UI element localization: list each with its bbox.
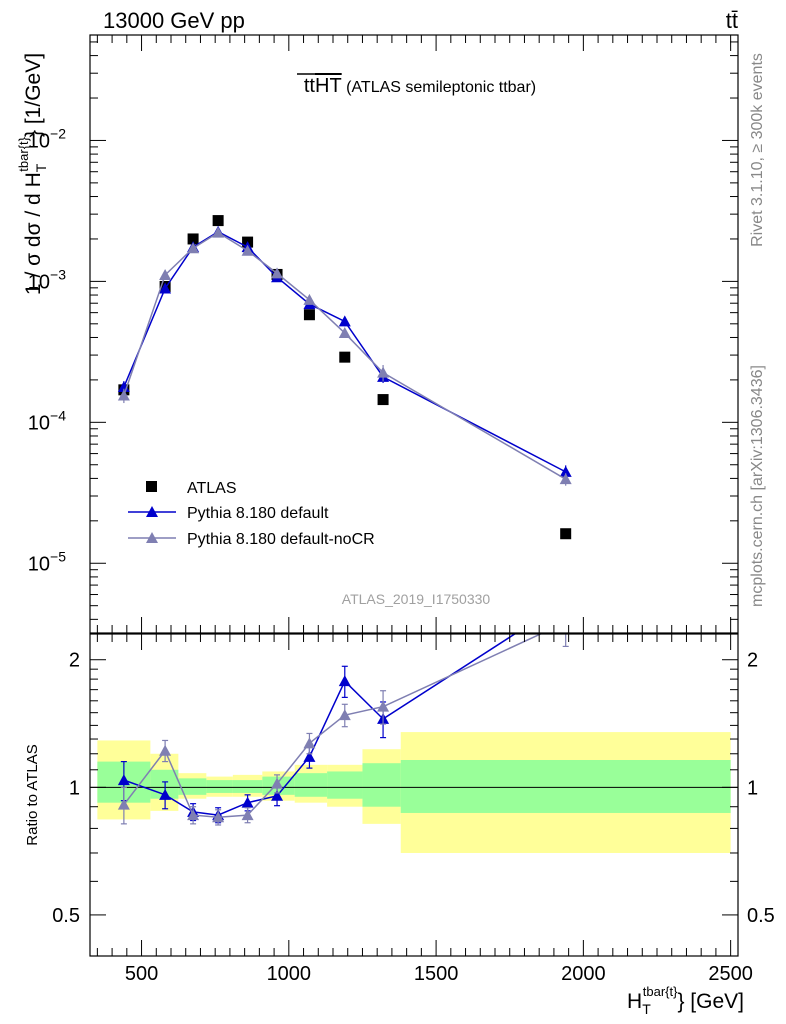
main-marker-atlas	[187, 233, 199, 245]
x-tick-label: 2000	[561, 963, 606, 985]
ratio-marker-series-1	[271, 777, 284, 789]
main-marker-series-2	[159, 268, 172, 280]
ratio-ytick-label-right: 2	[747, 650, 758, 672]
ratio-marker-series-1	[241, 809, 254, 821]
rivet-version-label: Rivet 3.1.10, ≥ 300k events	[749, 53, 766, 247]
ratio-marker-series-1	[187, 809, 200, 821]
mcplots-label: mcplots.cern.ch [arXiv:1306.3436]	[749, 365, 766, 607]
x-tick-labels: 500 1000 1500 2000 2500	[125, 963, 753, 985]
ratio-band-inner	[232, 780, 263, 793]
ratio-band-inner	[294, 773, 328, 797]
main-line-series-2	[123, 231, 567, 480]
main-marker-series-1	[159, 282, 172, 294]
process-label: tt̄	[726, 8, 738, 33]
ratio-marker-series-1	[303, 737, 316, 749]
legend-entry-atlas: ATLAS	[146, 480, 237, 497]
ratio-ytick-label-left: 2	[69, 650, 80, 672]
ratio-ytick-label-right: 1	[747, 777, 758, 799]
ratio-data-layer	[117, 595, 572, 826]
analysis-watermark: ATLAS_2019_I1750330	[342, 591, 491, 607]
main-marker-series-2	[117, 389, 130, 401]
ratio-marker-series-0	[338, 675, 351, 687]
energy-label: 13000 GeV pp	[103, 8, 245, 33]
main-ytick-label: 10−4	[28, 407, 66, 434]
main-marker-series-2	[271, 267, 284, 279]
main-marker-series-2	[559, 473, 572, 485]
main-marker-atlas	[339, 351, 351, 363]
main-ytick-label: 10−3	[28, 266, 66, 293]
main-marker-series-2	[187, 242, 200, 254]
ratio-band-inner	[362, 763, 401, 807]
legend-entry-pythia-nocr: Pythia 8.180 default-noCR	[128, 531, 375, 548]
x-tick-label: 500	[125, 963, 158, 985]
legend-entry-pythia-default: Pythia 8.180 default	[128, 505, 329, 522]
ratio-marker-series-1	[560, 616, 572, 627]
ratio-marker-series-1	[117, 798, 130, 810]
x-tick-label: 2500	[708, 963, 753, 985]
x-tick-label: 1500	[414, 963, 459, 985]
main-axis-ticks	[90, 35, 738, 633]
ratio-marker-series-1	[377, 700, 390, 712]
main-marker-series-2	[303, 293, 316, 305]
ratio-ylabel: Ratio to ATLAS	[24, 744, 41, 845]
ratio-axis-ticks	[90, 634, 738, 957]
main-marker-series-1	[559, 465, 572, 477]
main-marker-series-2	[212, 226, 225, 238]
main-marker-series-2	[241, 244, 254, 256]
main-marker-series-2	[377, 366, 390, 378]
main-data-layer	[117, 215, 572, 540]
main-marker-atlas	[560, 528, 572, 540]
main-ytick-labels: 10−5 10−4 10−3 10−2	[28, 125, 66, 575]
main-marker-series-1	[338, 315, 351, 327]
main-title: ttHT (ATLAS semileptonic ttbar)	[304, 75, 536, 97]
ratio-marker-series-0	[117, 774, 130, 786]
ratio-bands	[97, 732, 731, 853]
ratio-ytick-label-left: 1	[69, 777, 80, 799]
main-marker-atlas	[212, 215, 224, 227]
ratio-marker-series-0	[159, 788, 172, 800]
ratio-panel: 0.5 0.5 1 1 2 2 500 1000 1500 2000 2500 Ratio to …	[24, 595, 775, 1017]
ratio-band-inner	[327, 771, 363, 799]
ratio-line-series-1	[123, 634, 543, 818]
ratio-band-inner	[206, 780, 233, 793]
ratio-marker-series-1	[338, 709, 351, 721]
main-ytick-label: 10−5	[28, 548, 66, 575]
main-panel: 10−5 10−4 10−3 10−2 ttHT (ATLAS semileptoni…	[16, 34, 739, 634]
legend-marker-pythia-default	[146, 506, 158, 517]
legend-marker-pythia-nocr	[146, 532, 158, 543]
main-marker-series-1	[117, 381, 130, 393]
ratio-marker-series-0	[560, 595, 572, 606]
legend-label-atlas: ATLAS	[187, 480, 237, 497]
ratio-ytick-label-right: 0.5	[747, 905, 775, 927]
ratio-marker-series-0	[241, 796, 254, 808]
legend-label-pythia-nocr: Pythia 8.180 default-noCR	[187, 531, 375, 548]
ratio-band-inner	[400, 760, 731, 813]
main-ytick-label: 10−2	[28, 125, 66, 152]
main-ylabel: 1 / σ dσ / d HTtbar{t}} [1/GeV]	[16, 53, 49, 295]
x-tick-label: 1000	[267, 963, 312, 985]
title-overline-part: HT	[315, 75, 342, 97]
ratio-marker-series-0	[271, 789, 284, 801]
x-axis-label: HTtbar{t}} [GeV]	[627, 984, 744, 1017]
legend: ATLAS Pythia 8.180 default Pythia 8.180 …	[128, 480, 375, 548]
ratio-marker-series-1	[159, 744, 172, 756]
main-marker-atlas	[377, 394, 389, 406]
legend-label-pythia-default: Pythia 8.180 default	[187, 505, 329, 522]
ratio-ytick-label-left: 0.5	[52, 905, 80, 927]
title-suffix: (ATLAS semileptonic ttbar)	[342, 79, 536, 96]
ratio-marker-series-0	[303, 750, 316, 762]
legend-marker-atlas	[146, 481, 157, 492]
main-marker-atlas	[303, 309, 315, 321]
ratio-marker-series-1	[212, 811, 225, 823]
ratio-band-inner	[178, 778, 207, 795]
main-marker-series-2	[338, 327, 351, 339]
main-frame	[89, 34, 739, 634]
ratio-ytick-labels: 0.5 0.5 1 1 2 2	[52, 650, 775, 927]
ratio-frame	[89, 633, 739, 957]
